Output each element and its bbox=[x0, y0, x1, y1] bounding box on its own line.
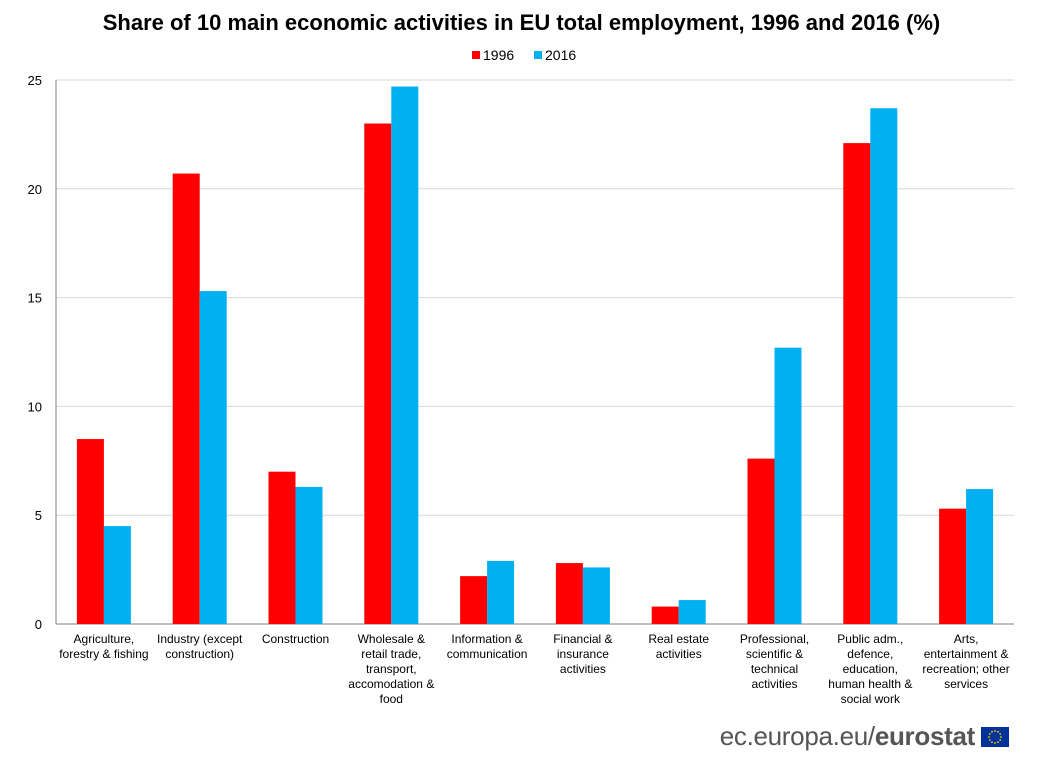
y-tick-label: 25 bbox=[28, 73, 42, 88]
x-tick-label: Wholesale & retail trade, transport, accomo… bbox=[348, 632, 434, 706]
x-tick-label-line: food bbox=[380, 692, 403, 706]
bar-2016 bbox=[678, 600, 706, 624]
y-tick-label: 10 bbox=[28, 399, 42, 414]
chart-title: Share of 10 main economic activities in … bbox=[102, 10, 941, 35]
bar-2016 bbox=[774, 347, 802, 624]
x-tick-label-line: Information & bbox=[451, 632, 522, 646]
x-tick-label-line: retail trade, bbox=[361, 647, 421, 661]
x-tick-label-line: communication bbox=[447, 647, 528, 661]
x-tick-label-line: entertainment & bbox=[924, 647, 1009, 661]
x-tick-label-line: Construction bbox=[262, 632, 329, 646]
x-tick-label-line: activities bbox=[560, 662, 606, 676]
bar-1996 bbox=[76, 439, 104, 624]
x-tick-label-line: recreation; other bbox=[922, 662, 1009, 676]
bar-1996 bbox=[651, 606, 679, 624]
x-tick-label-line: Professional, bbox=[740, 632, 809, 646]
legend-label-2016: 2016 bbox=[545, 47, 576, 63]
bar-2016 bbox=[103, 526, 131, 624]
legend-swatch-1996 bbox=[472, 51, 480, 59]
x-tick-label-line: services bbox=[944, 677, 988, 691]
x-tick-label-line: transport, bbox=[366, 662, 417, 676]
bar-1996 bbox=[555, 563, 583, 624]
x-tick-label-line: technical bbox=[751, 662, 798, 676]
footer-logo: ec.europa.eu/eurostat bbox=[720, 721, 1009, 752]
bar-1996 bbox=[747, 458, 775, 624]
x-tick-label-line: insurance bbox=[557, 647, 609, 661]
footer-url: ec.europa.eu/ bbox=[719, 721, 875, 751]
x-tick-label: Construction bbox=[262, 632, 329, 646]
y-tick-label: 0 bbox=[35, 617, 42, 632]
x-tick-label-line: Wholesale & bbox=[358, 632, 425, 646]
y-tick-label: 15 bbox=[28, 291, 42, 306]
bar-2016 bbox=[487, 560, 515, 624]
x-tick-label-line: Financial & bbox=[553, 632, 612, 646]
bar-2016 bbox=[870, 108, 898, 624]
x-tick-label: Agriculture, forestry & fishing bbox=[59, 632, 148, 661]
legend-label-1996: 1996 bbox=[483, 47, 514, 63]
bar-1996 bbox=[268, 471, 296, 624]
x-tick-label: Financial & insurance activities bbox=[553, 632, 612, 676]
bar-2016 bbox=[295, 486, 323, 624]
bar-2016 bbox=[582, 567, 610, 624]
x-tick-label: Professional, scientific & technical activi… bbox=[740, 632, 809, 691]
x-tick-label-line: human health & bbox=[828, 677, 912, 691]
bar-2016 bbox=[966, 489, 994, 624]
x-tick-label-line: Public adm., bbox=[837, 632, 903, 646]
x-tick-label: Information & communication bbox=[447, 632, 528, 661]
x-tick-label-line: activities bbox=[656, 647, 702, 661]
x-tick-label-line: accomodation & bbox=[348, 677, 434, 691]
y-tick-label: 20 bbox=[28, 182, 42, 197]
x-tick-label: Public adm., defence, education, human heal… bbox=[828, 632, 912, 706]
bar-2016 bbox=[199, 291, 227, 624]
legend-swatch-2016 bbox=[534, 51, 542, 59]
x-tick-label-line: Agriculture, bbox=[74, 632, 135, 646]
x-tick-label-line: defence, bbox=[847, 647, 893, 661]
x-tick-label: Real estate activities bbox=[648, 632, 709, 661]
x-tick-label-line: social work bbox=[841, 692, 901, 706]
bar-1996 bbox=[939, 508, 967, 624]
bar-1996 bbox=[172, 173, 200, 624]
x-tick-label-line: Industry (except bbox=[157, 632, 243, 646]
x-tick-label-line: education, bbox=[843, 662, 898, 676]
bar-2016 bbox=[391, 86, 419, 624]
bar-1996 bbox=[460, 576, 488, 624]
x-tick-label-line: Real estate bbox=[648, 632, 709, 646]
x-tick-label-line: construction) bbox=[165, 647, 234, 661]
x-tick-label-line: Arts, bbox=[954, 632, 979, 646]
y-tick-label: 5 bbox=[35, 508, 42, 523]
bar-1996 bbox=[843, 143, 871, 624]
x-tick-label: Arts, entertainment & recreation; other ser… bbox=[922, 632, 1009, 691]
bar-1996 bbox=[364, 123, 392, 625]
x-tick-label-line: forestry & fishing bbox=[59, 647, 148, 661]
eu-flag-icon bbox=[981, 726, 1009, 747]
footer-brand: eurostat bbox=[874, 721, 975, 751]
x-tick-label: Industry (except construction) bbox=[157, 632, 243, 661]
x-tick-label-line: activities bbox=[751, 677, 797, 691]
x-tick-label-line: scientific & bbox=[746, 647, 803, 661]
